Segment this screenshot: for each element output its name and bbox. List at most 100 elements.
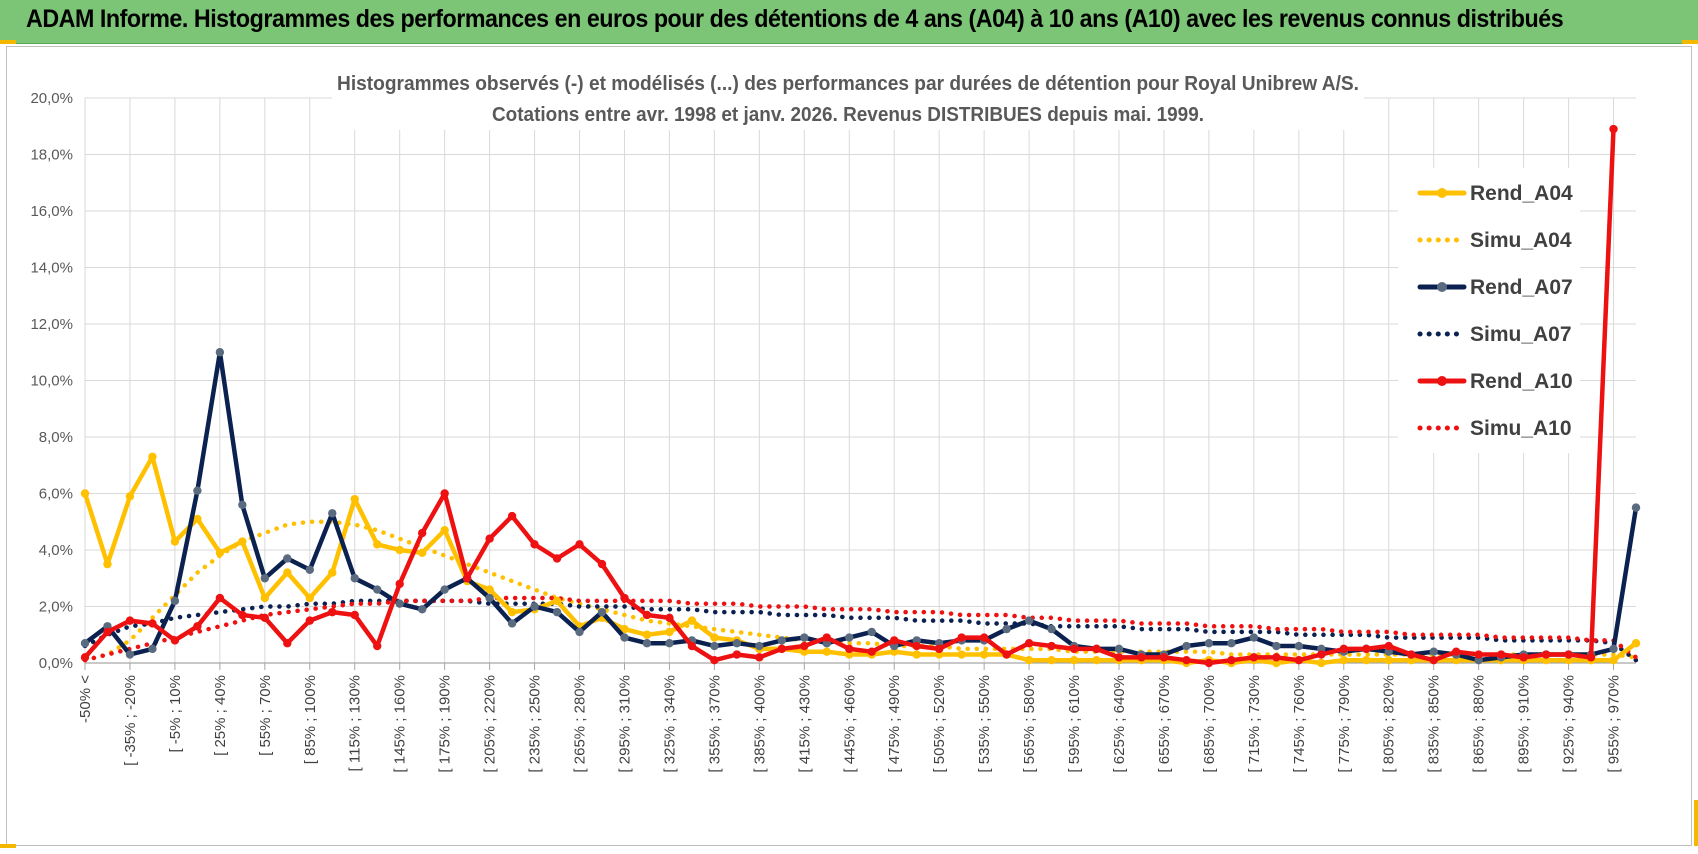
point-rend-a10 — [1586, 653, 1596, 662]
point-rend-a04 — [1631, 639, 1641, 648]
point-rend-a07 — [845, 633, 854, 642]
point-rend-a10 — [1204, 658, 1214, 668]
point-rend-a10 — [1294, 655, 1304, 665]
point-rend-a04 — [912, 650, 921, 659]
point-rend-a10 — [642, 610, 652, 620]
legend: Rend_A04 Simu_A04 Rend_A07 Simu_A07 Rend_A10… — [1398, 168, 1580, 453]
point-rend-a10 — [957, 633, 966, 642]
x-tick-label: [ 745% ; 760% — [1291, 675, 1308, 773]
point-rend-a04 — [957, 650, 966, 659]
point-rend-a10 — [215, 593, 225, 603]
x-tick-label: [ 55% ; 70% — [257, 675, 274, 756]
x-tick-label: [ 295% ; 310% — [616, 675, 633, 773]
point-rend-a10 — [1024, 639, 1034, 648]
x-tick-label: [ 775% ; 790% — [1336, 675, 1353, 773]
point-rend-a10 — [373, 641, 382, 651]
point-rend-a04 — [260, 593, 270, 603]
x-tick-label: [ 235% ; 250% — [527, 675, 544, 773]
point-rend-a04 — [687, 616, 697, 625]
y-tick-label: 18,0% — [30, 147, 73, 164]
point-rend-a07 — [1024, 616, 1034, 625]
y-tick-label: 14,0% — [30, 260, 73, 277]
point-rend-a10 — [417, 528, 427, 538]
point-rend-a10 — [462, 574, 472, 583]
point-rend-a04 — [620, 624, 629, 634]
y-tick-label: 12,0% — [30, 316, 73, 333]
chart-title: Histogrammes observés (-) et modélisés (… — [332, 62, 1364, 130]
legend-marker — [1437, 282, 1447, 292]
point-rend-a07 — [328, 509, 337, 518]
point-rend-a10 — [125, 616, 135, 625]
point-rend-a07 — [1114, 644, 1124, 654]
corner-mark-tr — [1682, 40, 1698, 44]
point-rend-a10 — [552, 554, 562, 563]
point-rend-a07 — [1272, 641, 1281, 651]
point-rend-a10 — [1002, 650, 1011, 659]
point-rend-a10 — [1114, 653, 1124, 662]
point-rend-a10 — [890, 636, 899, 645]
point-rend-a04 — [80, 489, 90, 498]
x-tick-label: [ 145% ; 160% — [392, 675, 409, 773]
point-rend-a04 — [1609, 655, 1618, 665]
point-rend-a10 — [867, 647, 876, 656]
point-rend-a04 — [103, 559, 112, 569]
point-rend-a10 — [1339, 644, 1348, 654]
y-tick-label: 10,0% — [30, 373, 73, 390]
x-tick-label: [ 415% ; 430% — [796, 675, 813, 773]
point-rend-a07 — [867, 627, 876, 637]
y-tick-label: 2,0% — [39, 599, 73, 616]
legend-label: Rend_A04 — [1470, 182, 1573, 205]
point-rend-a10 — [687, 641, 697, 651]
point-rend-a10 — [328, 607, 337, 617]
point-rend-a10 — [1362, 644, 1371, 654]
point-rend-a10 — [1227, 655, 1236, 665]
legend-box — [1398, 168, 1580, 453]
point-rend-a10 — [395, 579, 404, 589]
point-rend-a04 — [1317, 658, 1326, 668]
point-rend-a10 — [845, 644, 854, 654]
point-rend-a10 — [148, 619, 157, 628]
point-rend-a04 — [822, 647, 831, 656]
point-rend-a07 — [755, 641, 764, 651]
point-rend-a04 — [710, 633, 719, 642]
point-rend-a10 — [1429, 655, 1438, 665]
report-banner: ADAM Informe. Histogrammes des performan… — [0, 0, 1698, 44]
point-rend-a07 — [80, 639, 90, 648]
series-line-simu-a10 — [82, 595, 1639, 663]
y-tick-label: 8,0% — [39, 429, 73, 446]
point-rend-a10 — [732, 650, 742, 659]
point-rend-a04 — [552, 596, 562, 606]
point-rend-a07 — [1204, 639, 1214, 648]
point-rend-a10 — [1474, 650, 1483, 659]
x-tick-label: [ 265% ; 280% — [572, 675, 589, 773]
point-rend-a07 — [1047, 624, 1056, 634]
point-rend-a04 — [642, 630, 652, 639]
point-rend-a10 — [1317, 650, 1326, 659]
point-rend-a04 — [1092, 655, 1101, 665]
point-rend-a07 — [552, 607, 562, 617]
series — [80, 124, 1641, 668]
point-rend-a07 — [215, 348, 225, 357]
legend-label: Simu_A10 — [1470, 417, 1572, 440]
corner-mark-tl — [0, 40, 16, 44]
x-tick-label: [ 25% ; 40% — [212, 675, 229, 756]
point-rend-a10 — [305, 616, 314, 625]
point-rend-a10 — [440, 489, 449, 498]
point-rend-a10 — [1272, 653, 1281, 662]
point-rend-a04 — [125, 492, 135, 501]
x-tick-label: [ 835% ; 850% — [1426, 675, 1443, 773]
series-line-rend-a07 — [82, 350, 1639, 663]
point-rend-a07 — [1631, 503, 1641, 512]
point-rend-a04 — [665, 627, 674, 637]
legend-label: Rend_A10 — [1470, 370, 1573, 393]
x-tick-label: [ 925% ; 940% — [1561, 675, 1578, 773]
point-rend-a10 — [485, 534, 494, 543]
point-rend-a10 — [710, 655, 719, 665]
x-tick-label: [ 685% ; 700% — [1201, 675, 1218, 773]
point-rend-a04 — [507, 607, 517, 617]
x-tick-label: -50% < — [77, 675, 94, 723]
point-rend-a04 — [979, 650, 989, 659]
x-tick-label: [ 895% ; 910% — [1516, 675, 1533, 773]
x-tick-label: [ 505% ; 520% — [931, 675, 948, 773]
legend-label: Simu_A07 — [1470, 323, 1572, 346]
